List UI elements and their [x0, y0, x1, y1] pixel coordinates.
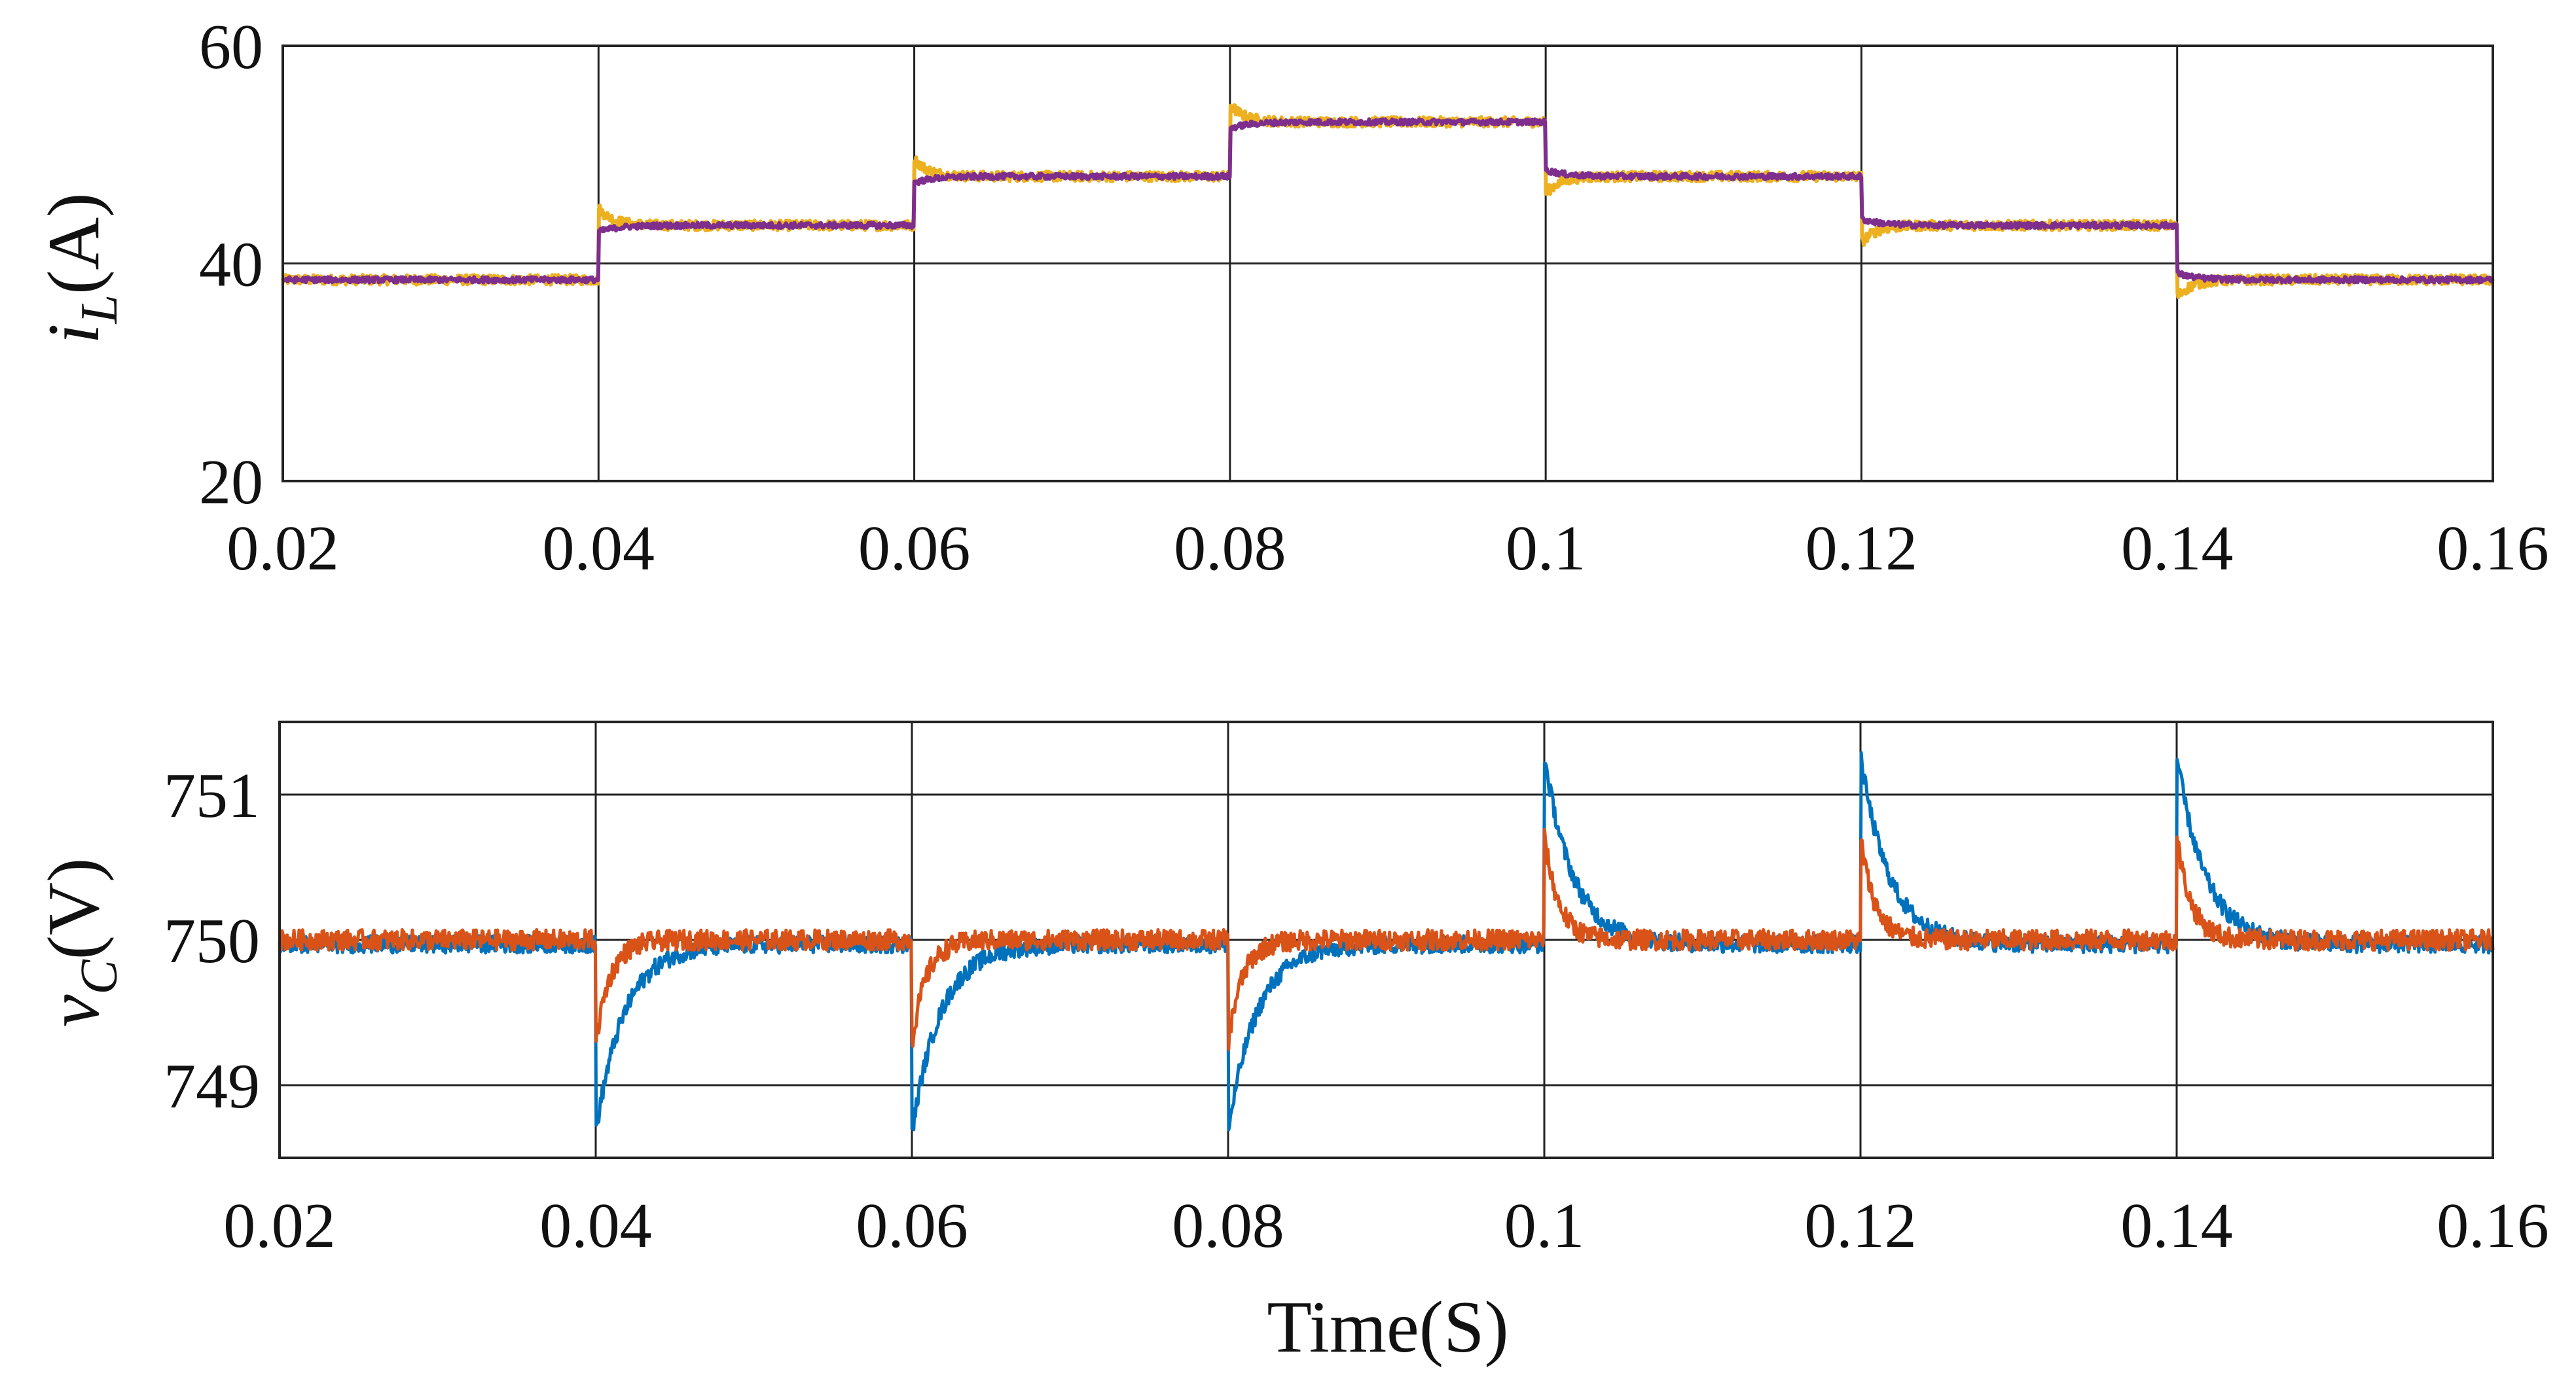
bottom-y-axis-label: vC(V)	[33, 858, 128, 1028]
x-tick-label: 0.14	[2120, 1191, 2233, 1261]
x-tick-label: 0.16	[2437, 513, 2549, 584]
top-y-tick-labels: 20 40 60	[199, 12, 263, 518]
x-tick-label: 0.08	[1172, 1191, 1284, 1261]
x-tick-label: 0.16	[2437, 1191, 2549, 1261]
x-tick-label: 0.04	[543, 513, 655, 584]
x-tick-label: 0.12	[1805, 513, 1918, 584]
x-tick-label: 0.08	[1174, 513, 1286, 584]
bottom-x-axis-label: Time(S)	[1267, 1287, 1508, 1368]
x-tick-label: 0.12	[1804, 1191, 1917, 1261]
bottom-plot-frame	[278, 721, 2494, 1159]
top-y-axis-label: iL(A)	[33, 192, 128, 344]
top-panel: 0.02 0.04 0.06 0.08 0.1 0.12 0.14 0.16 20 40 60 i…	[33, 12, 2549, 584]
y-tick-label: 40	[199, 230, 263, 300]
top-plot-frame	[281, 45, 2494, 482]
y-tick-label: 751	[164, 761, 260, 831]
series-line-2	[278, 827, 2495, 1051]
bottom-x-tick-labels: 0.02 0.04 0.06 0.08 0.1 0.12 0.14 0.16	[223, 1191, 2549, 1261]
x-tick-label: 0.1	[1506, 513, 1586, 584]
top-series	[281, 103, 2495, 299]
y-tick-label: 20	[199, 447, 263, 518]
top-x-tick-labels: 0.02 0.04 0.06 0.08 0.1 0.12 0.14 0.16	[227, 513, 2549, 584]
x-tick-label: 0.06	[856, 1191, 968, 1261]
bottom-y-tick-labels: 749 750 751	[164, 761, 260, 1122]
y-tick-label: 60	[199, 12, 263, 82]
x-tick-label: 0.04	[539, 1191, 652, 1261]
series-line-2	[281, 117, 2494, 285]
x-tick-label: 0.02	[223, 1191, 336, 1261]
y-tick-label: 750	[164, 906, 260, 977]
x-tick-label: 0.02	[227, 513, 339, 584]
bottom-series	[278, 751, 2495, 1132]
x-tick-label: 0.14	[2121, 513, 2234, 584]
y-tick-label: 749	[164, 1051, 260, 1122]
x-tick-label: 0.1	[1504, 1191, 1585, 1261]
bottom-panel: 0.02 0.04 0.06 0.08 0.1 0.12 0.14 0.16 749 750 75…	[33, 721, 2549, 1368]
x-tick-label: 0.06	[858, 513, 971, 584]
